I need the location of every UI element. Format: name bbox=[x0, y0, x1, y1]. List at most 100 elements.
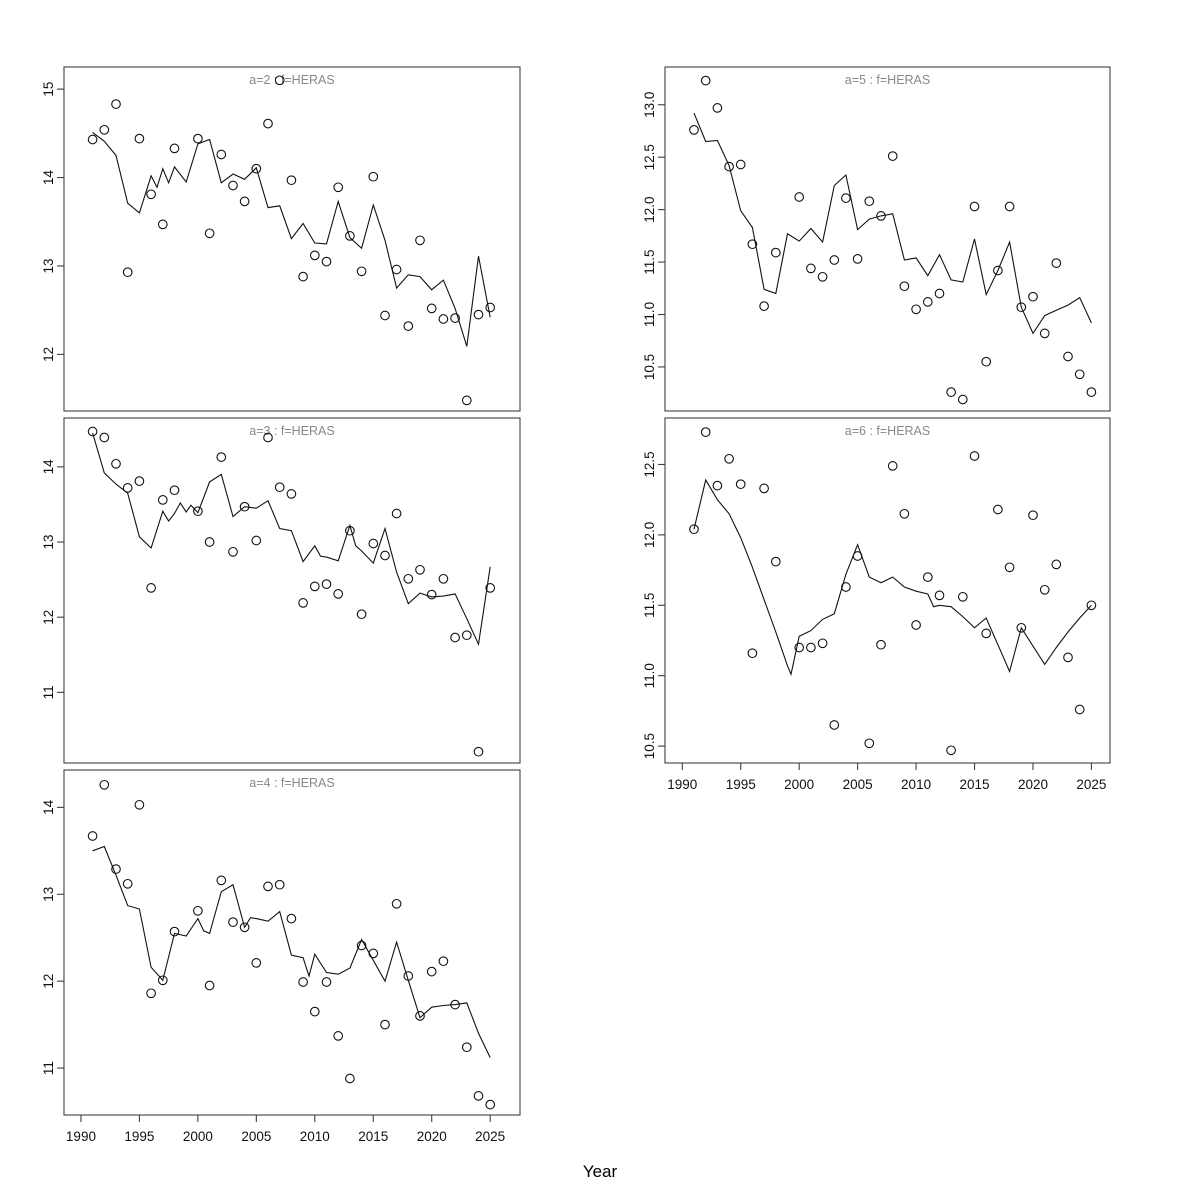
data-point bbox=[1086, 387, 1097, 397]
data-point bbox=[356, 940, 367, 951]
data-point bbox=[403, 971, 414, 981]
data-point bbox=[700, 75, 711, 86]
data-point bbox=[1074, 369, 1085, 380]
data-point bbox=[309, 581, 320, 592]
data-point bbox=[263, 432, 273, 443]
x-tick-label: 2020 bbox=[1018, 777, 1048, 792]
data-point bbox=[876, 211, 886, 221]
y-tick-label: 10.5 bbox=[642, 733, 657, 759]
panel-a6: a=6 : f=HERAS 10.5 11.0 11.5 12.0 12.5 1990 199… bbox=[642, 417, 1111, 792]
data-point bbox=[111, 864, 121, 874]
fit-line bbox=[92, 845, 491, 1058]
data-point bbox=[841, 193, 851, 203]
data-point bbox=[169, 485, 180, 496]
data-point bbox=[122, 878, 133, 889]
data-point bbox=[794, 642, 805, 653]
data-point bbox=[415, 1011, 425, 1021]
data-point bbox=[461, 630, 472, 641]
data-point bbox=[887, 151, 898, 161]
data-point bbox=[689, 524, 699, 535]
data-point bbox=[1016, 622, 1027, 633]
data-point bbox=[438, 573, 449, 584]
y-tick-label: 11.5 bbox=[642, 593, 657, 618]
data-point bbox=[193, 133, 203, 144]
data-point bbox=[157, 495, 168, 505]
data-point bbox=[759, 301, 769, 311]
data-point bbox=[735, 479, 746, 490]
data-point bbox=[1051, 559, 1062, 570]
panel-title: a=4 : f=HERAS bbox=[249, 776, 334, 790]
data-point bbox=[993, 265, 1003, 276]
data-point bbox=[806, 263, 816, 274]
data-point bbox=[146, 189, 156, 200]
data-point bbox=[216, 452, 227, 462]
data-point bbox=[700, 427, 711, 437]
y-tick-label: 13 bbox=[41, 535, 56, 550]
data-point bbox=[204, 228, 215, 239]
y-tick-label: 11 bbox=[41, 1061, 56, 1075]
data-point bbox=[239, 196, 250, 207]
data-point bbox=[473, 746, 484, 757]
data-point bbox=[1051, 258, 1062, 268]
data-point bbox=[981, 628, 992, 639]
data-point bbox=[391, 264, 402, 275]
data-point bbox=[380, 310, 390, 321]
data-point bbox=[1063, 351, 1073, 362]
data-point bbox=[99, 779, 110, 790]
y-tick-label: 14 bbox=[41, 170, 56, 186]
data-point bbox=[770, 556, 781, 567]
data-point bbox=[251, 958, 262, 968]
data-point bbox=[450, 632, 460, 643]
data-point bbox=[438, 956, 449, 967]
x-tick-label: 2015 bbox=[358, 1129, 388, 1144]
data-point bbox=[1016, 302, 1027, 313]
data-point bbox=[122, 267, 133, 278]
x-tick-label: 2010 bbox=[300, 1129, 330, 1144]
data-point bbox=[228, 917, 238, 927]
y-tick-label: 11.0 bbox=[642, 302, 657, 327]
data-point bbox=[87, 134, 98, 145]
data-point bbox=[99, 124, 110, 135]
data-point bbox=[934, 288, 945, 299]
data-point bbox=[794, 192, 805, 202]
data-point bbox=[134, 133, 145, 144]
data-point bbox=[724, 453, 734, 464]
data-point bbox=[461, 395, 472, 406]
data-point bbox=[1039, 584, 1050, 595]
data-point bbox=[274, 75, 285, 86]
data-point bbox=[122, 483, 133, 493]
data-point bbox=[391, 898, 402, 909]
y-tick-label: 12.5 bbox=[642, 451, 657, 477]
data-point bbox=[852, 254, 863, 264]
data-point bbox=[345, 1073, 355, 1084]
data-point bbox=[309, 1006, 320, 1017]
x-tick-label: 2025 bbox=[475, 1129, 505, 1144]
data-point bbox=[899, 281, 910, 292]
data-point bbox=[99, 432, 110, 443]
data-point bbox=[1086, 600, 1097, 611]
data-point bbox=[146, 583, 156, 593]
data-point bbox=[169, 926, 180, 937]
data-point bbox=[356, 609, 367, 620]
data-point bbox=[193, 506, 203, 517]
data-point bbox=[911, 304, 921, 315]
y-tick-label: 12 bbox=[41, 974, 56, 989]
fit-line bbox=[92, 432, 491, 647]
data-point bbox=[724, 161, 734, 172]
panel-border bbox=[63, 417, 521, 764]
data-point bbox=[1004, 562, 1015, 573]
data-point bbox=[864, 196, 875, 207]
x-axis-title: Year bbox=[582, 1162, 618, 1181]
data-point bbox=[403, 321, 414, 331]
y-tick-label: 12 bbox=[41, 347, 56, 362]
data-point bbox=[193, 905, 203, 916]
data-point bbox=[321, 977, 332, 987]
data-point bbox=[368, 948, 379, 959]
data-point bbox=[157, 219, 168, 230]
data-point bbox=[1028, 291, 1038, 302]
data-point bbox=[887, 461, 898, 471]
data-point bbox=[899, 508, 910, 519]
data-point bbox=[864, 738, 875, 749]
data-point bbox=[911, 620, 921, 630]
